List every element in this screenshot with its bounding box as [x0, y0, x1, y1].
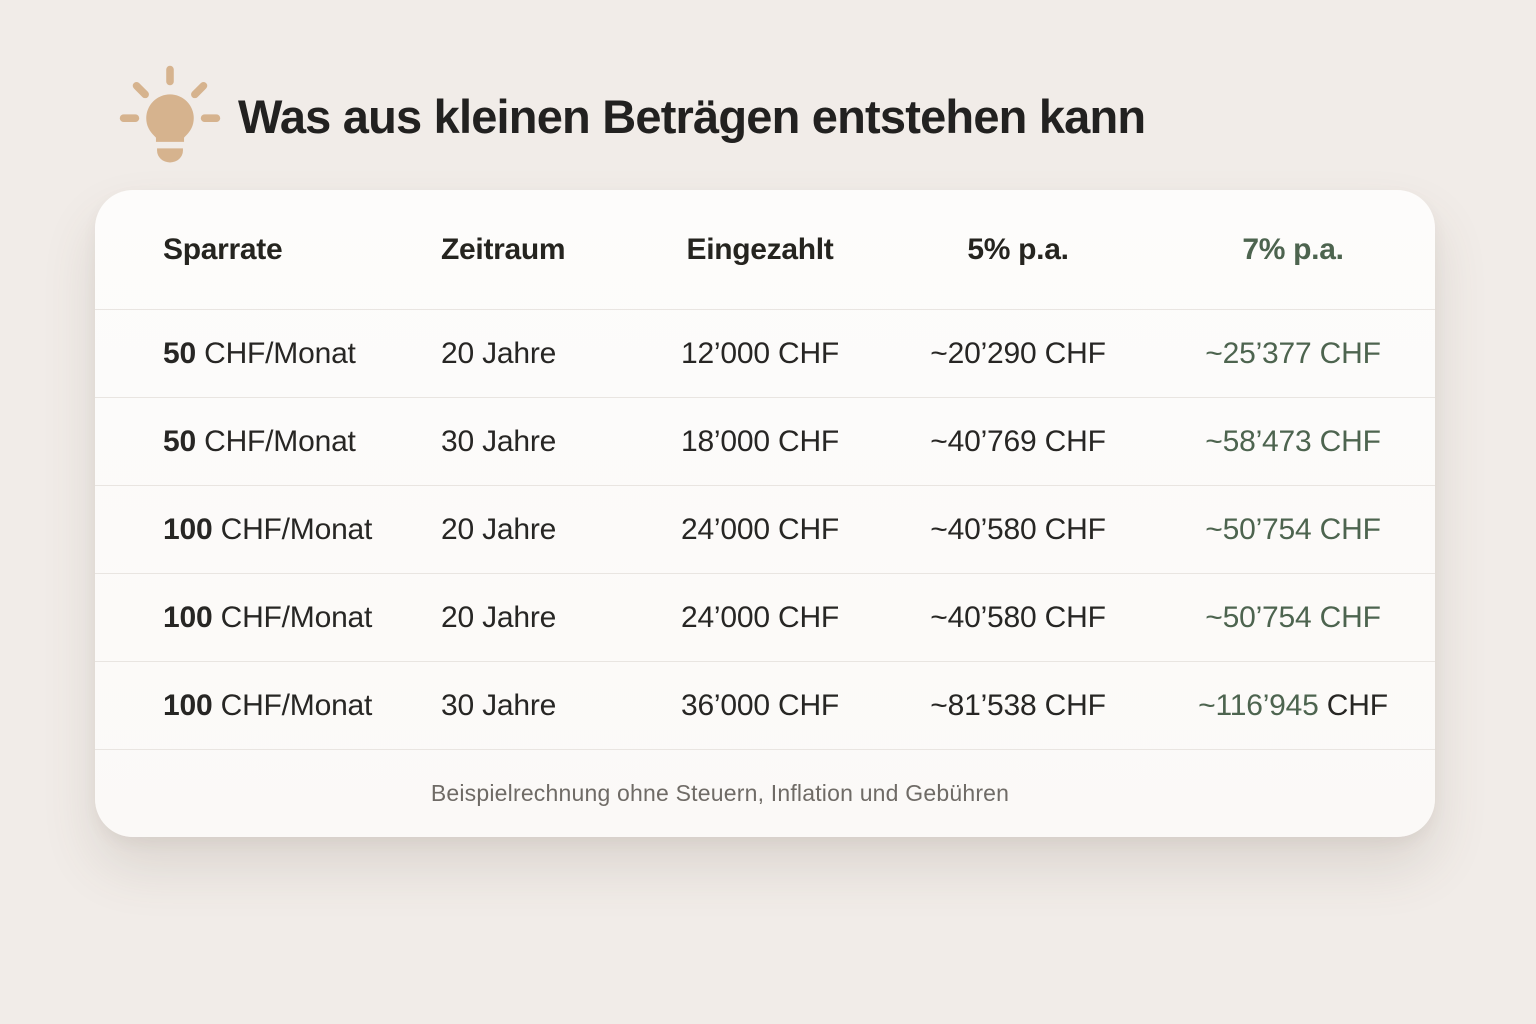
rate-amount: 50	[163, 336, 196, 370]
column-header-eingezahlt: Eingezahlt	[686, 232, 834, 266]
cell-7pa: ~50’754 CHF	[1151, 512, 1435, 546]
value-7pa: ~25’377 CHF	[1205, 336, 1381, 370]
rate-amount: 100	[163, 512, 213, 546]
rate-unit: CHF/Monat	[212, 512, 373, 546]
cell-5pa: ~81’538 CHF	[930, 688, 1106, 722]
cell-zeitraum: 20 Jahre	[441, 336, 557, 370]
cell-sparrate: 100 CHF/Monat	[95, 512, 415, 546]
value-7pa: ~116’945	[1198, 688, 1319, 722]
page-title: Was aus kleinen Beträgen entstehen kann	[238, 89, 1146, 143]
cell-5pa: ~20’290 CHF	[930, 336, 1106, 370]
cell-7pa: ~50’754 CHF	[1151, 600, 1435, 634]
table-row: 100 CHF/Monat 20 Jahre 24’000 CHF ~40’58…	[95, 486, 1435, 574]
cell-zeitraum: 30 Jahre	[441, 424, 557, 458]
table-row: 50 CHF/Monat 20 Jahre 12’000 CHF ~20’290…	[95, 310, 1435, 398]
lightbulb-icon	[116, 60, 224, 172]
rate-unit: CHF/Monat	[212, 688, 373, 722]
rate-amount: 100	[163, 600, 213, 634]
cell-sparrate: 100 CHF/Monat	[95, 600, 415, 634]
cell-sparrate: 100 CHF/Monat	[95, 688, 415, 722]
value-7pa: ~50’754 CHF	[1205, 512, 1381, 546]
cell-5pa: ~40’769 CHF	[930, 424, 1106, 458]
table-footnote-row: Beispielrechnung ohne Steuern, Inflation…	[95, 750, 1435, 837]
cell-7pa: ~116’945 CHF	[1151, 688, 1435, 722]
cell-5pa: ~40’580 CHF	[930, 512, 1106, 546]
table-row: 100 CHF/Monat 20 Jahre 24’000 CHF ~40’58…	[95, 574, 1435, 662]
cell-zeitraum: 20 Jahre	[441, 600, 557, 634]
savings-table-card: Sparrate Zeitraum Eingezahlt 5% p.a. 7% …	[95, 190, 1435, 837]
cell-eingezahlt: 24’000 CHF	[680, 512, 840, 546]
table-row: 100 CHF/Monat 30 Jahre 36’000 CHF ~81’53…	[95, 662, 1435, 750]
cell-sparrate: 50 CHF/Monat	[95, 424, 415, 458]
rate-unit: CHF/Monat	[195, 424, 356, 458]
rate-unit: CHF/Monat	[195, 336, 356, 370]
cell-eingezahlt: 12’000 CHF	[680, 336, 840, 370]
page-header: Was aus kleinen Beträgen entstehen kann	[116, 58, 1146, 174]
cell-eingezahlt: 36’000 CHF	[680, 688, 840, 722]
value-7pa: ~58’473 CHF	[1205, 424, 1381, 458]
column-header-7pa: 7% p.a.	[1242, 232, 1344, 266]
value-7pa: ~50’754 CHF	[1205, 600, 1381, 634]
cell-eingezahlt: 18’000 CHF	[680, 424, 840, 458]
value-7pa-suffix: CHF	[1318, 688, 1388, 722]
table-row: 50 CHF/Monat 30 Jahre 18’000 CHF ~40’769…	[95, 398, 1435, 486]
column-header-5pa: 5% p.a.	[967, 232, 1069, 266]
table-header-row: Sparrate Zeitraum Eingezahlt 5% p.a. 7% …	[95, 190, 1435, 310]
cell-5pa: ~40’580 CHF	[930, 600, 1106, 634]
cell-sparrate: 50 CHF/Monat	[95, 336, 415, 370]
rate-unit: CHF/Monat	[212, 600, 373, 634]
rate-amount: 50	[163, 424, 196, 458]
column-header-sparrate: Sparrate	[163, 232, 283, 266]
cell-7pa: ~58’473 CHF	[1151, 424, 1435, 458]
column-header-zeitraum: Zeitraum	[441, 232, 566, 266]
cell-zeitraum: 30 Jahre	[441, 688, 557, 722]
cell-zeitraum: 20 Jahre	[441, 512, 557, 546]
cell-eingezahlt: 24’000 CHF	[680, 600, 840, 634]
cell-7pa: ~25’377 CHF	[1151, 336, 1435, 370]
rate-amount: 100	[163, 688, 213, 722]
disclaimer-text: Beispielrechnung ohne Steuern, Inflation…	[430, 780, 1010, 806]
